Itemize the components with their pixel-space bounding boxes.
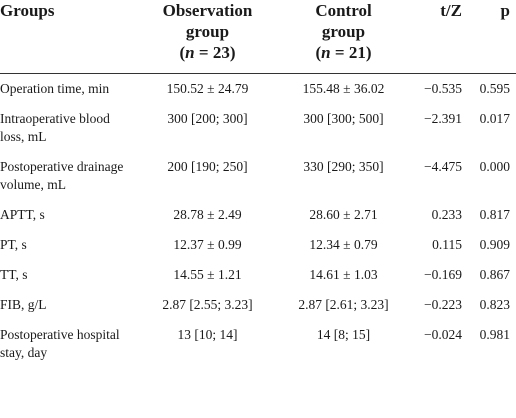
table-cell: 0.817 xyxy=(479,207,510,222)
row-label: Postoperative drainage volume, mL xyxy=(0,159,124,192)
table-cell: 2.87 [2.55; 3.23] xyxy=(162,297,253,312)
table-cell: 155.48 ± 36.02 xyxy=(302,81,385,96)
header-cell: p xyxy=(470,0,516,74)
header-cell: Groups xyxy=(0,0,140,74)
table-cell: −2.391 xyxy=(424,111,462,126)
table-cell: −0.169 xyxy=(424,267,462,282)
table-cell: 0.595 xyxy=(479,81,510,96)
table-cell: 14 [8; 15] xyxy=(316,327,371,342)
header-cell: Observation group (n = 23) xyxy=(140,0,275,74)
table-cell: 0.115 xyxy=(432,237,462,252)
header-row: Groups Observation group (n = 23) Contro… xyxy=(0,0,516,74)
row-label: Operation time, min xyxy=(0,81,110,96)
header-text: Control group xyxy=(315,1,372,41)
header-cell: t/Z xyxy=(412,0,470,74)
table-cell: 13 [10; 14] xyxy=(177,327,238,342)
table-row: Postoperative drainage volume, mL 200 [19… xyxy=(0,152,516,200)
row-label: Intraoperative blood loss, mL xyxy=(0,111,110,144)
table-cell: 0.233 xyxy=(431,207,462,222)
table-cell: 14.55 ± 1.21 xyxy=(173,267,242,282)
table-cell: 150.52 ± 24.79 xyxy=(166,81,249,96)
table-body: Operation time, min 150.52 ± 24.79 155.48 … xyxy=(0,74,516,369)
table-row: PT, s 12.37 ± 0.99 12.34 ± 0.79 0.115 0.909 xyxy=(0,230,516,260)
table-cell: 28.78 ± 2.49 xyxy=(173,207,242,222)
header-n: (n = 21) xyxy=(275,42,412,63)
table-cell: 14.61 ± 1.03 xyxy=(309,267,378,282)
table-cell: 28.60 ± 2.71 xyxy=(309,207,378,222)
table-row: TT, s 14.55 ± 1.21 14.61 ± 1.03 −0.169 0.867 xyxy=(0,260,516,290)
table-cell: 0.000 xyxy=(479,159,510,174)
header-text: Observation group xyxy=(162,1,253,41)
table-row: Operation time, min 150.52 ± 24.79 155.48 … xyxy=(0,74,516,105)
header-text: Groups xyxy=(0,1,55,20)
n-value: = 21) xyxy=(330,43,372,62)
table-cell: 12.37 ± 0.99 xyxy=(173,237,242,252)
table-cell: 0.823 xyxy=(479,297,510,312)
n-value: = 23) xyxy=(194,43,236,62)
data-table: Groups Observation group (n = 23) Contro… xyxy=(0,0,516,369)
row-label: Postoperative hospital stay, day xyxy=(0,327,120,360)
table-cell: −0.535 xyxy=(424,81,462,96)
header-text: p xyxy=(500,1,510,20)
table-cell: 0.867 xyxy=(479,267,510,282)
table-header: Groups Observation group (n = 23) Contro… xyxy=(0,0,516,74)
table-cell: 330 [290; 350] xyxy=(303,159,384,174)
header-cell: Control group (n = 21) xyxy=(275,0,412,74)
table-cell: 300 [300; 500] xyxy=(303,111,384,126)
table-row: FIB, g/L 2.87 [2.55; 3.23] 2.87 [2.61; 3.2… xyxy=(0,290,516,320)
row-label: PT, s xyxy=(0,237,27,252)
paren: ( xyxy=(315,43,322,62)
table-cell: 2.87 [2.61; 3.23] xyxy=(298,297,389,312)
row-label: APTT, s xyxy=(0,207,45,222)
header-text: t/Z xyxy=(440,1,462,20)
n-symbol: n xyxy=(185,43,195,62)
table-cell: −4.475 xyxy=(424,159,462,174)
paren: ( xyxy=(179,43,186,62)
table-row: Intraoperative blood loss, mL 300 [200; 3… xyxy=(0,104,516,152)
row-label: FIB, g/L xyxy=(0,297,47,312)
row-label: TT, s xyxy=(0,267,28,282)
table-cell: 12.34 ± 0.79 xyxy=(309,237,378,252)
table-cell: −0.024 xyxy=(424,327,462,342)
table-row: APTT, s 28.78 ± 2.49 28.60 ± 2.71 0.233 0.81… xyxy=(0,200,516,230)
table-cell: −0.223 xyxy=(424,297,462,312)
table-row: Postoperative hospital stay, day 13 [10; … xyxy=(0,320,516,368)
table-cell: 0.981 xyxy=(479,327,510,342)
table-cell: 300 [200; 300] xyxy=(167,111,248,126)
table-cell: 0.909 xyxy=(479,237,510,252)
table-cell: 0.017 xyxy=(479,111,510,126)
n-symbol: n xyxy=(321,43,331,62)
table-cell: 200 [190; 250] xyxy=(167,159,248,174)
header-n: (n = 23) xyxy=(140,42,275,63)
